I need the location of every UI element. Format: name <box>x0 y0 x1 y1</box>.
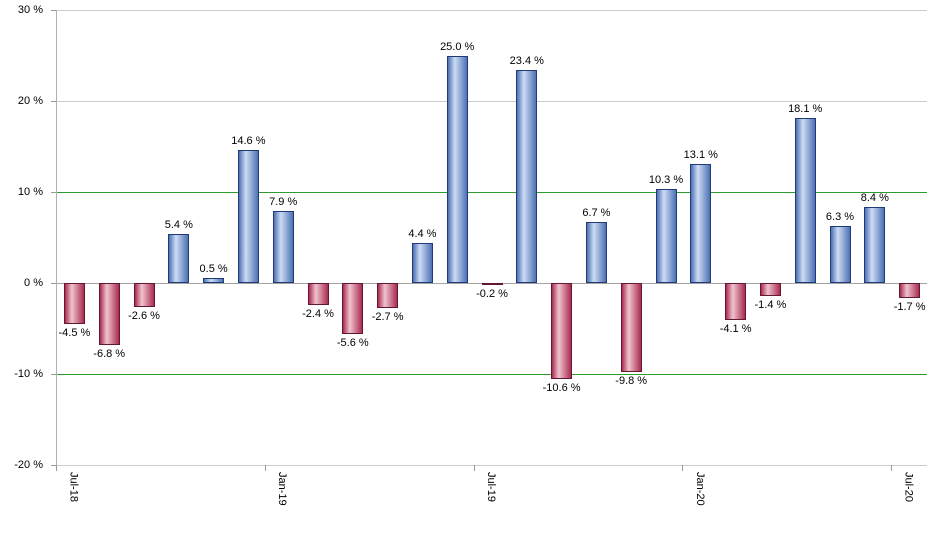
y-axis-tick <box>51 465 56 466</box>
bar-value-label: 18.1 % <box>788 103 823 116</box>
bar <box>481 283 503 285</box>
bar-value-label: 10.3 % <box>648 174 684 187</box>
y-axis-tick <box>51 283 56 284</box>
y-axis-label: -10 % <box>14 368 43 380</box>
bar <box>829 225 851 283</box>
bar-value-label: -4.5 % <box>58 326 91 339</box>
bar <box>864 206 886 283</box>
x-axis-tick <box>682 465 684 471</box>
bar <box>446 55 468 283</box>
bar-value-label: 7.9 % <box>269 196 298 209</box>
gridline-highlight <box>57 192 927 193</box>
bar <box>272 211 294 283</box>
bar-value-label: -0.2 % <box>476 287 508 300</box>
x-axis-tick <box>891 465 893 471</box>
bar-value-label: 23.4 % <box>509 55 544 68</box>
bar-value-label: 8.4 % <box>860 191 889 204</box>
y-axis: 30 % 20 % 10 % 0 % -10 % -20 % <box>0 4 56 471</box>
bar-value-label: -2.6 % <box>128 309 160 322</box>
bar-value-label: 0.5 % <box>199 263 228 276</box>
x-axis: Jul-18 Jan-19 Jul-19 Jan-20 Jul-20 <box>56 465 926 550</box>
x-axis-tick <box>56 465 57 471</box>
gridline-highlight <box>57 374 927 375</box>
x-axis-tick <box>264 465 266 471</box>
bar-value-label: -5.6 % <box>336 336 369 349</box>
bar <box>759 283 781 296</box>
bar-value-label: -6.8 % <box>93 347 126 360</box>
bar <box>98 283 120 345</box>
y-axis-label: 0 % <box>24 277 43 289</box>
bar-value-label: -9.8 % <box>615 375 648 388</box>
bar <box>516 70 538 283</box>
bar-value-label: -4.1 % <box>719 323 752 336</box>
y-axis-label: 20 % <box>17 95 43 107</box>
bar <box>168 233 190 283</box>
x-axis-label: Jul-20 <box>902 472 915 502</box>
bar <box>377 283 399 308</box>
bar-value-label: 6.7 % <box>582 207 611 220</box>
bar <box>307 283 329 305</box>
y-axis-tick <box>51 192 56 193</box>
bar <box>585 222 607 283</box>
bar <box>551 283 573 380</box>
gridline <box>57 10 927 11</box>
bar-value-label: 6.3 % <box>825 210 855 223</box>
bar <box>899 283 921 299</box>
bar-value-label: 13.1 % <box>683 148 718 161</box>
y-axis-tick <box>51 10 56 11</box>
bar-value-label: -1.4 % <box>754 298 787 311</box>
bar <box>690 163 712 283</box>
bar-value-label: -1.7 % <box>893 301 926 314</box>
bar <box>725 283 747 321</box>
bar <box>342 283 364 334</box>
bar <box>411 242 433 283</box>
gridline <box>57 465 927 466</box>
bar <box>794 118 816 283</box>
x-axis-label: Jul-18 <box>67 472 80 502</box>
bar-value-label: 4.4 % <box>408 227 437 240</box>
gridline <box>57 101 927 102</box>
y-axis-label: -20 % <box>14 459 43 471</box>
x-axis-label: Jan-20 <box>693 472 706 506</box>
bar <box>620 283 642 373</box>
y-axis-tick <box>51 101 56 102</box>
bar <box>133 283 155 307</box>
bar-value-label: -2.4 % <box>302 307 334 320</box>
bar <box>237 150 259 283</box>
x-axis-label: Jan-19 <box>276 472 289 506</box>
bar-value-label: -10.6 % <box>542 382 581 395</box>
bar <box>63 283 85 324</box>
plot-area: -4.5 % -6.8 % -2.6 % 5.4 % 0.5 % 14.6 % 7.9 % -… <box>56 10 927 466</box>
bar <box>203 278 225 283</box>
bar <box>655 189 677 283</box>
bar-value-label: 5.4 % <box>164 218 193 231</box>
y-axis-label: 10 % <box>17 186 43 198</box>
bar-value-label: 25.0 % <box>440 40 475 53</box>
y-axis-label: 30 % <box>17 4 43 16</box>
y-axis-tick <box>51 374 56 375</box>
bar-value-label: 14.6 % <box>231 135 266 148</box>
x-axis-tick <box>473 465 475 471</box>
bar-value-label: -2.7 % <box>371 310 404 323</box>
x-axis-label: Jul-19 <box>485 472 497 502</box>
